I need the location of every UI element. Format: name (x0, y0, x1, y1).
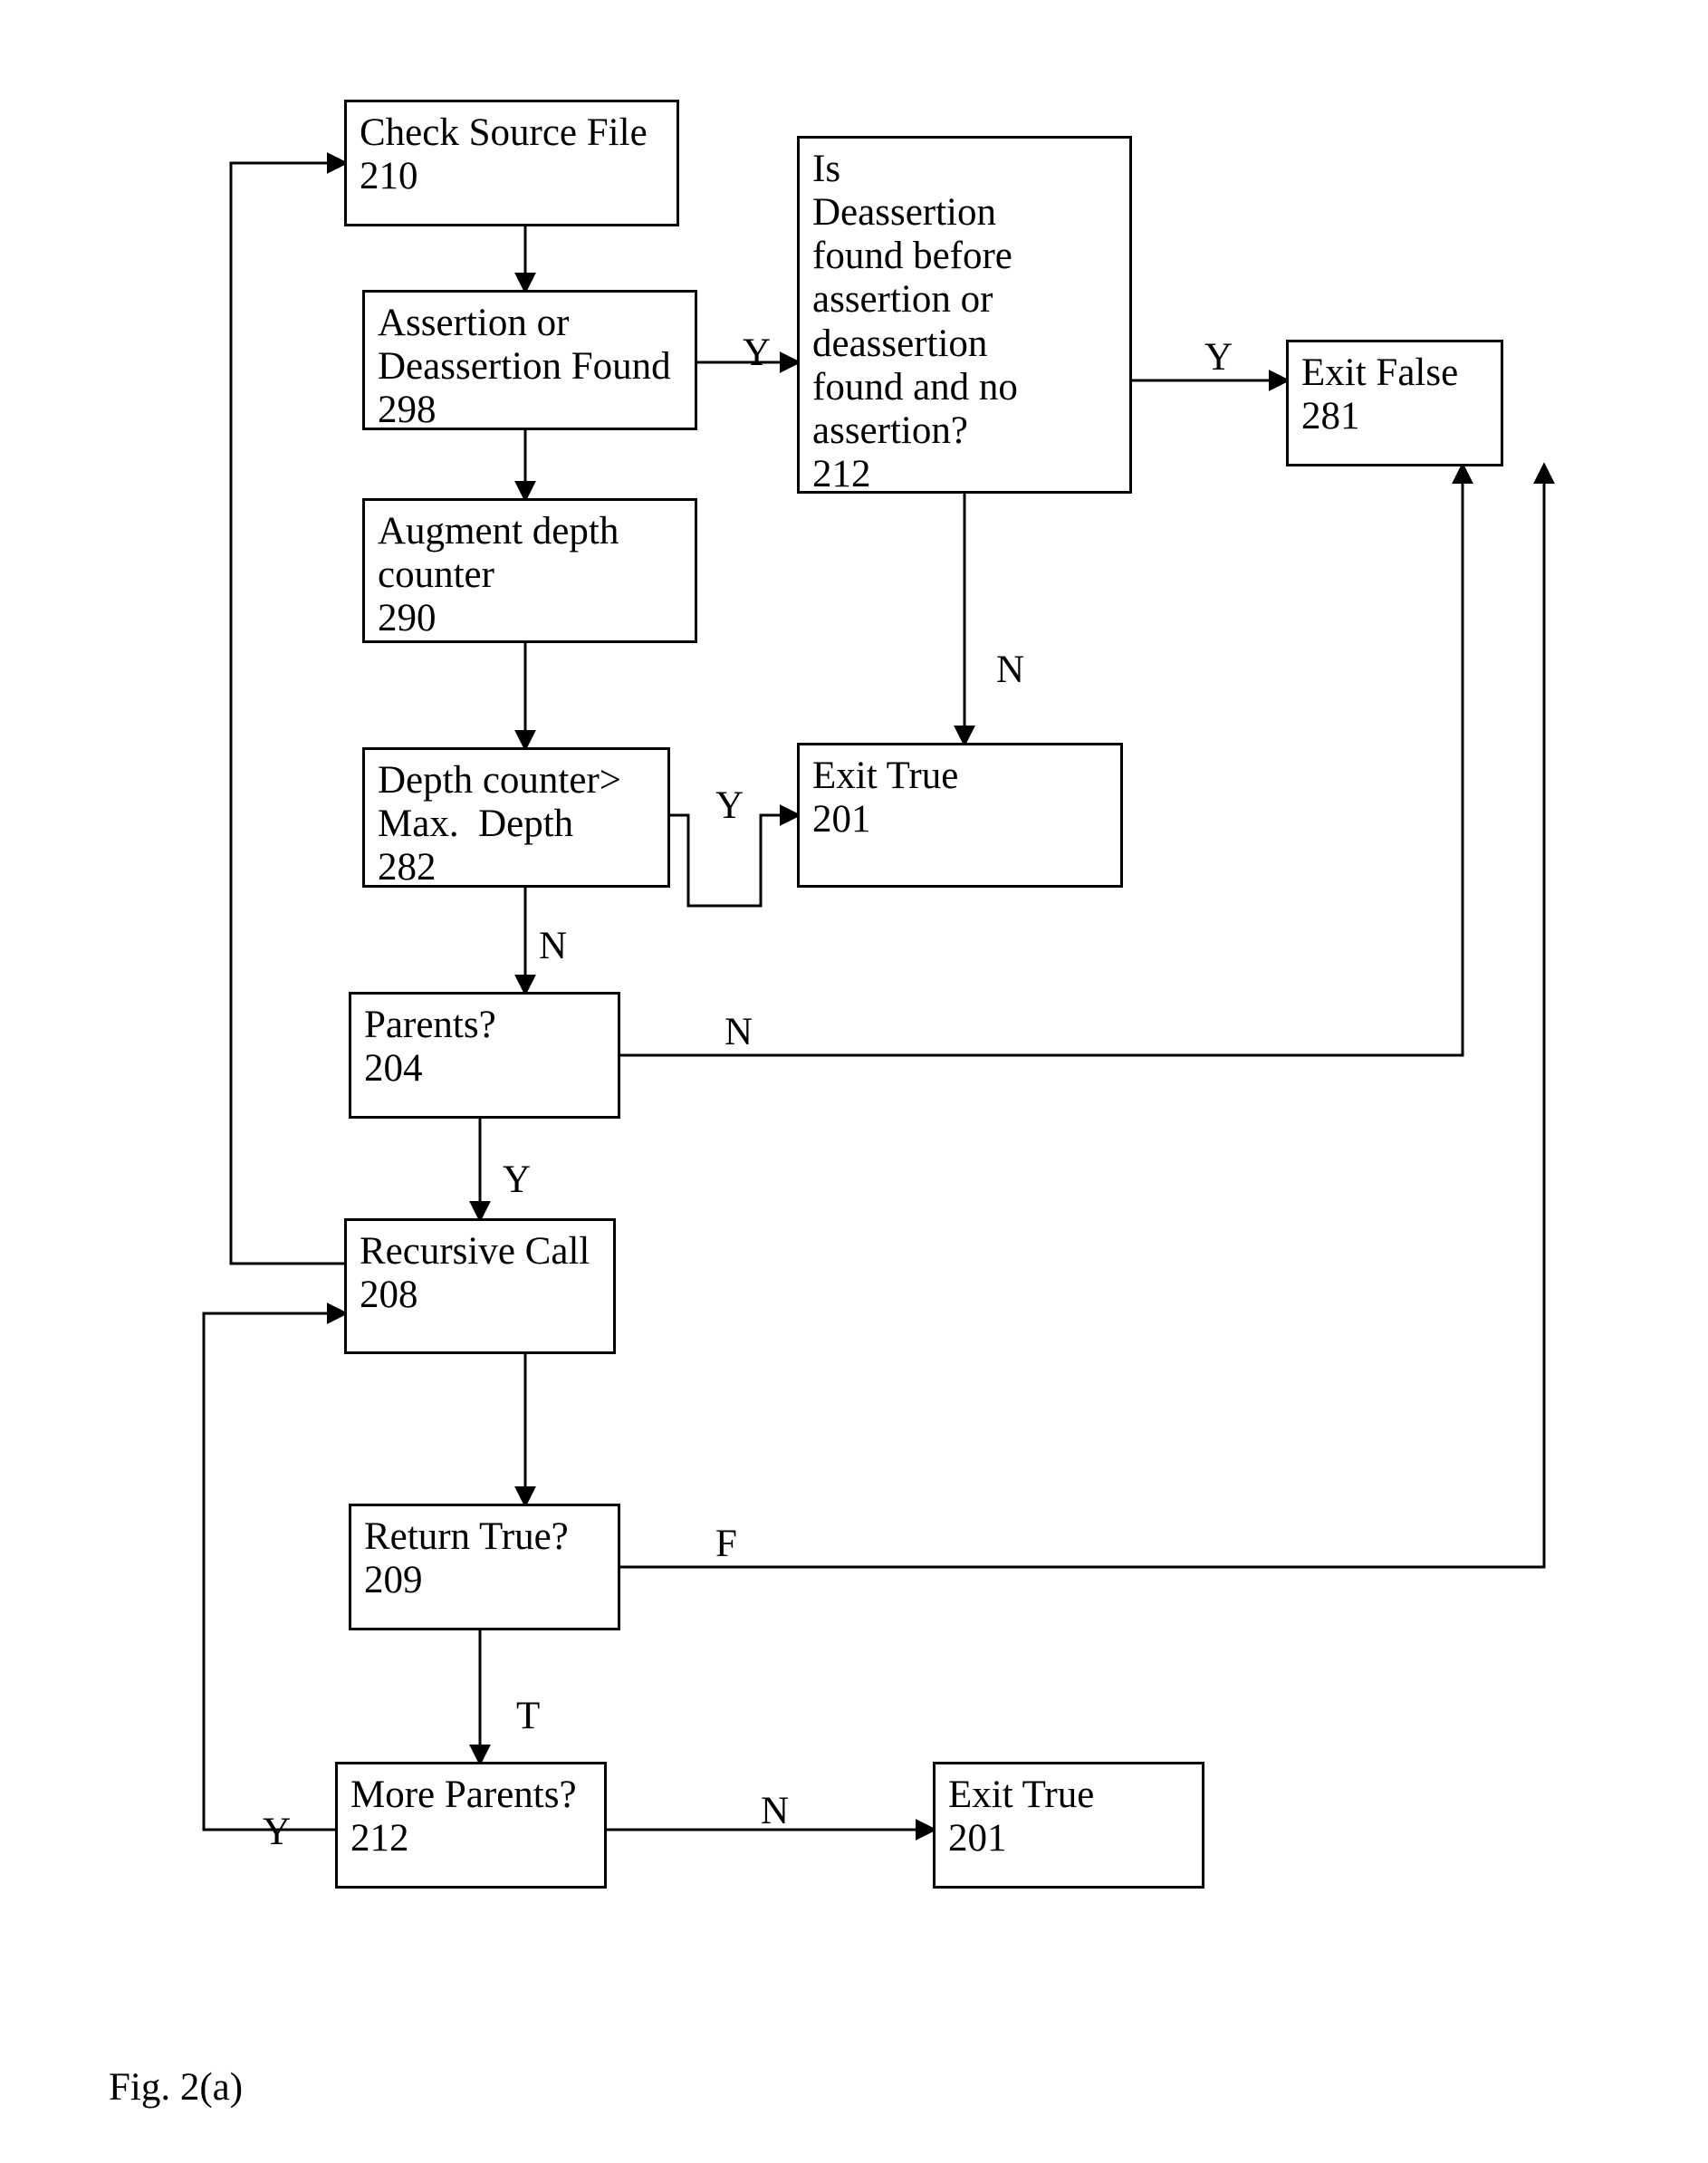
node-text-line: 210 (360, 155, 664, 198)
node-text-line: Deassertion (812, 191, 1117, 235)
flowchart-canvas: Fig. 2(a) Check Source File210 Assertion … (0, 0, 1708, 2163)
node-text-line: found before (812, 235, 1117, 278)
node-text-line: deassertion (812, 322, 1117, 366)
flowchart-edge (204, 1313, 344, 1830)
flowchart-edge (670, 815, 797, 906)
flowchart-edge (231, 163, 344, 1264)
node-text-line: 282 (378, 846, 655, 888)
edge-label: F (715, 1522, 737, 1566)
node-text-line: Max. Depth (378, 803, 655, 846)
edge-label: Y (1204, 335, 1233, 380)
edge-label: T (516, 1694, 540, 1738)
node-text-line: Exit True (948, 1774, 1189, 1817)
node-text-line: Exit True (812, 755, 1108, 798)
flowchart-node: Check Source File210 (344, 100, 679, 226)
edge-label: Y (715, 783, 744, 828)
node-text-line: Recursive Call (360, 1230, 600, 1274)
edge-label: Y (743, 331, 771, 375)
flowchart-node: Depth counter>Max. Depth282 (362, 747, 670, 888)
node-text-line: 298 (378, 389, 682, 430)
flowchart-node: Return True?209 (349, 1504, 620, 1630)
flowchart-node: Parents?204 (349, 992, 620, 1119)
node-text-line: Augment depth (378, 510, 682, 553)
edge-label: N (761, 1789, 789, 1833)
node-text-line: Deassertion Found (378, 345, 682, 389)
node-text-line: Check Source File (360, 111, 664, 155)
node-text-line: Depth counter> (378, 759, 655, 803)
node-text-line: 204 (364, 1047, 605, 1091)
node-text-line: 209 (364, 1559, 605, 1602)
flowchart-node: Augment depthcounter290 (362, 498, 697, 643)
node-text-line: 212 (350, 1817, 591, 1860)
node-text-line: 290 (378, 597, 682, 640)
figure-caption: Fig. 2(a) (109, 2065, 243, 2110)
flowchart-node: Recursive Call208 (344, 1218, 616, 1354)
edge-label: N (539, 924, 567, 968)
flowchart-node: Exit False281 (1286, 340, 1503, 466)
caption-text: Fig. 2(a) (109, 2066, 243, 2109)
node-text-line: 201 (812, 798, 1108, 841)
flowchart-node: IsDeassertionfound beforeassertion ordea… (797, 136, 1132, 494)
node-text-line: Exit False (1301, 351, 1488, 395)
edge-label: N (996, 648, 1024, 692)
edge-label: N (724, 1010, 753, 1054)
flowchart-node: More Parents?212 (335, 1762, 607, 1889)
edge-label: Y (263, 1810, 291, 1854)
flowchart-edge (620, 466, 1544, 1567)
node-text-line: 281 (1301, 395, 1488, 438)
node-text-line: counter (378, 553, 682, 597)
flowchart-node: Assertion orDeassertion Found298 (362, 290, 697, 430)
node-text-line: Parents? (364, 1004, 605, 1047)
node-text-line: found and no (812, 366, 1117, 409)
node-text-line: Is (812, 148, 1117, 191)
node-text-line: Return True? (364, 1515, 605, 1559)
node-text-line: 212 (812, 453, 1117, 494)
node-text-line: 208 (360, 1274, 600, 1317)
flowchart-node: Exit True201 (933, 1762, 1204, 1889)
node-text-line: assertion? (812, 409, 1117, 453)
flowchart-node: Exit True201 (797, 743, 1123, 888)
node-text-line: assertion or (812, 278, 1117, 322)
node-text-line: 201 (948, 1817, 1189, 1860)
edge-label: Y (503, 1158, 531, 1202)
node-text-line: More Parents? (350, 1774, 591, 1817)
node-text-line: Assertion or (378, 302, 682, 345)
